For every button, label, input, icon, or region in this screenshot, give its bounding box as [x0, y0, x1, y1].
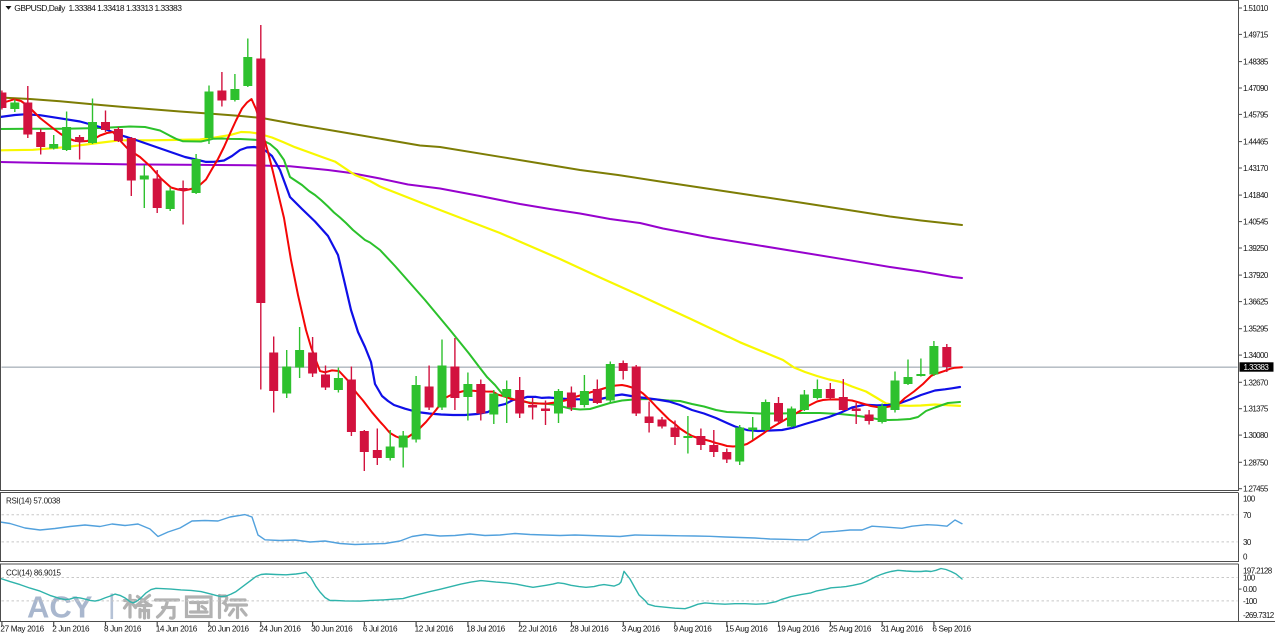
svg-text:1.45795: 1.45795: [1243, 110, 1269, 119]
svg-text:CCI(14) 86.9015: CCI(14) 86.9015: [6, 569, 61, 578]
svg-text:1.41840: 1.41840: [1243, 191, 1269, 200]
svg-text:1.28750: 1.28750: [1243, 458, 1269, 467]
svg-text:1.48385: 1.48385: [1243, 58, 1269, 67]
svg-text:30: 30: [1243, 538, 1252, 547]
svg-text:1.40545: 1.40545: [1243, 218, 1269, 227]
svg-text:-100: -100: [1243, 597, 1258, 606]
svg-text:1.27455: 1.27455: [1243, 485, 1269, 494]
svg-text:19 Aug 2016: 19 Aug 2016: [777, 625, 820, 634]
svg-text:30 Jun 2016: 30 Jun 2016: [311, 625, 353, 634]
svg-text:1.35295: 1.35295: [1243, 325, 1269, 334]
svg-text:GBPUSD,Daily 1.33384 1.33418: GBPUSD,Daily 1.33384 1.33418 1.33313 1.3…: [14, 3, 182, 13]
svg-text:1.39250: 1.39250: [1243, 244, 1269, 253]
svg-text:1.47090: 1.47090: [1243, 84, 1269, 93]
svg-text:27 May 2016: 27 May 2016: [0, 625, 44, 634]
svg-text:1.36625: 1.36625: [1243, 298, 1269, 307]
svg-text:1.51010: 1.51010: [1243, 4, 1269, 13]
svg-text:20 Jun 2016: 20 Jun 2016: [208, 625, 250, 634]
svg-text:14 Jun 2016: 14 Jun 2016: [156, 625, 198, 634]
svg-text:31 Aug 2016: 31 Aug 2016: [881, 625, 924, 634]
svg-text:1.44465: 1.44465: [1243, 138, 1269, 147]
svg-text:197.2128: 197.2128: [1243, 566, 1273, 575]
svg-text:28 Jul 2016: 28 Jul 2016: [570, 625, 609, 634]
svg-text:25 Aug 2016: 25 Aug 2016: [829, 625, 872, 634]
svg-text:22 Jul 2016: 22 Jul 2016: [518, 625, 557, 634]
svg-text:3 Aug 2016: 3 Aug 2016: [622, 625, 661, 634]
svg-text:12 Jul 2016: 12 Jul 2016: [415, 625, 454, 634]
svg-text:1.31375: 1.31375: [1243, 405, 1269, 414]
svg-text:0: 0: [1243, 552, 1248, 561]
svg-text:18 Jul 2016: 18 Jul 2016: [466, 625, 505, 634]
svg-text:1.32670: 1.32670: [1243, 378, 1269, 387]
svg-text:6 Sep 2016: 6 Sep 2016: [932, 625, 971, 634]
svg-text:1.30080: 1.30080: [1243, 431, 1269, 440]
svg-text:0.00: 0.00: [1243, 585, 1257, 594]
svg-text:100: 100: [1243, 495, 1256, 504]
svg-text:1.34000: 1.34000: [1243, 351, 1269, 360]
svg-text:9 Aug 2016: 9 Aug 2016: [674, 625, 713, 634]
svg-text:-269.7312: -269.7312: [1243, 611, 1275, 620]
svg-text:70: 70: [1243, 511, 1252, 520]
svg-text:6 Jul 2016: 6 Jul 2016: [363, 625, 398, 634]
svg-text:2 Jun 2016: 2 Jun 2016: [52, 625, 90, 634]
svg-text:100: 100: [1243, 574, 1256, 583]
svg-text:8 Jun 2016: 8 Jun 2016: [104, 625, 142, 634]
svg-text:ACY: ACY: [27, 590, 93, 625]
svg-text:1.49715: 1.49715: [1243, 30, 1269, 39]
svg-text:15 Aug 2016: 15 Aug 2016: [725, 625, 768, 634]
svg-text:1.33383: 1.33383: [1244, 363, 1270, 372]
svg-text:1.43170: 1.43170: [1243, 164, 1269, 173]
svg-text:1.37920: 1.37920: [1243, 271, 1269, 280]
svg-text:24 Jun 2016: 24 Jun 2016: [259, 625, 301, 634]
svg-text:RSI(14) 57.0038: RSI(14) 57.0038: [6, 497, 61, 506]
